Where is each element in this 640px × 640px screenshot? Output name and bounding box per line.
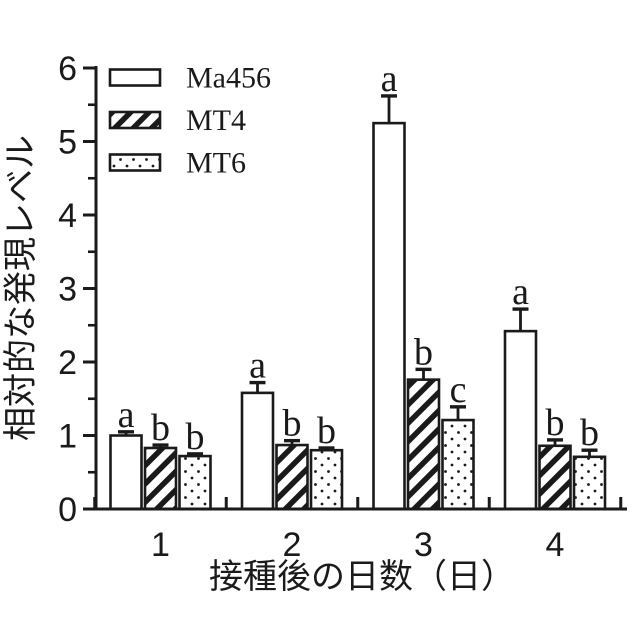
bar-mt4-day2 (275, 443, 309, 511)
legend-label-ma456: Ma456 (186, 62, 271, 95)
y-axis-title: 相対的な発現レベル (1, 135, 41, 441)
y-tick-label-5: 5 (58, 124, 77, 162)
legend-label-mt4: MT4 (186, 104, 246, 137)
sig-letter-mt4-day2: b (283, 403, 302, 445)
x-axis-title: 接種後の日数（日） (209, 557, 515, 597)
bar-mt4-day3 (406, 378, 441, 511)
y-tick-label-2: 2 (58, 344, 77, 382)
sig-letter-mt6-day4: b (580, 412, 599, 454)
sig-letter-mt6-day2: b (317, 410, 336, 452)
legend-swatch-mt6 (108, 153, 162, 172)
sig-letter-mt6-day3: c (450, 369, 467, 411)
x-tick-label-1: 1 (151, 526, 170, 564)
x-tick-label-4: 4 (546, 526, 565, 564)
sig-letter-ma456-day4: a (512, 271, 529, 313)
x-tick-label-3: 3 (414, 526, 433, 564)
sig-letter-mt4-day1: b (151, 407, 170, 449)
sig-letter-mt6-day1: b (186, 416, 205, 458)
sig-letter-ma456-day3: a (381, 58, 398, 100)
bar-mt4-day1 (143, 446, 178, 511)
y-tick-label-0: 0 (58, 491, 77, 529)
y-tick-label-1: 1 (58, 418, 77, 456)
bar-mt6-day3 (441, 418, 475, 511)
x-tick-label-2: 2 (283, 526, 302, 564)
bar-ma456-day4 (503, 329, 538, 511)
bar-mt6-day4 (572, 455, 607, 511)
sig-letter-mt4-day3: b (414, 331, 433, 373)
legend-swatch-mt4 (108, 110, 162, 130)
bar-ma456-day3 (372, 121, 406, 511)
sig-letter-mt4-day4: b (546, 402, 565, 444)
bar-mt4-day4 (538, 444, 572, 511)
sig-letter-ma456-day2: a (249, 345, 266, 387)
bar-ma456-day2 (240, 391, 275, 511)
bar-ma456-day1 (109, 434, 143, 511)
y-tick-label-6: 6 (58, 50, 77, 88)
sig-letter-ma456-day1: a (118, 394, 135, 436)
legend-swatch-ma456 (108, 68, 162, 87)
y-tick-label-4: 4 (58, 197, 77, 235)
legend-label-mt6: MT6 (186, 147, 246, 180)
y-tick-label-3: 3 (58, 271, 77, 309)
bar-mt6-day2 (309, 448, 344, 511)
bar-mt6-day1 (178, 454, 212, 511)
